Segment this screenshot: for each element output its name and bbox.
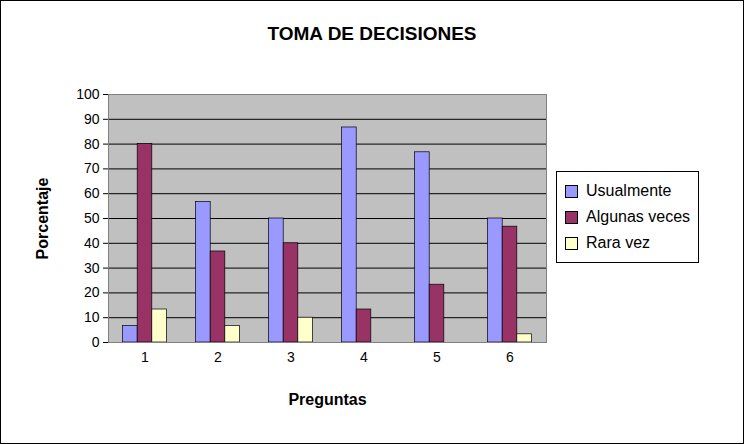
- html-text:Rara vez: Rara vez: [586, 234, 650, 251]
- svg-text:80: 80: [84, 136, 100, 152]
- html-text:Algunas veces: Algunas veces: [586, 208, 691, 225]
- svg-text:2: 2: [214, 349, 222, 365]
- svg-text:50: 50: [84, 210, 100, 226]
- svg-text:10: 10: [84, 309, 100, 325]
- svg-text:90: 90: [84, 111, 100, 127]
- svg-text:5: 5: [433, 349, 441, 365]
- svg-text:100: 100: [76, 86, 100, 102]
- svg-text:3: 3: [287, 349, 295, 365]
- svg-text:4: 4: [360, 349, 368, 365]
- svg-text:0: 0: [92, 334, 100, 350]
- svg-text:Porcentaje: Porcentaje: [34, 177, 51, 259]
- svg-text:20: 20: [84, 284, 100, 300]
- html-text:TOMA DE DECISIONES: TOMA DE DECISIONES: [267, 23, 477, 44]
- svg-text:1: 1: [141, 349, 149, 365]
- svg-text:70: 70: [84, 160, 100, 176]
- svg-text:Preguntas: Preguntas: [288, 391, 366, 408]
- svg-text:30: 30: [84, 260, 100, 276]
- html-text:Usualmente: Usualmente: [586, 182, 672, 199]
- svg-text:40: 40: [84, 235, 100, 251]
- svg-text:6: 6: [506, 349, 514, 365]
- svg-text:60: 60: [84, 185, 100, 201]
